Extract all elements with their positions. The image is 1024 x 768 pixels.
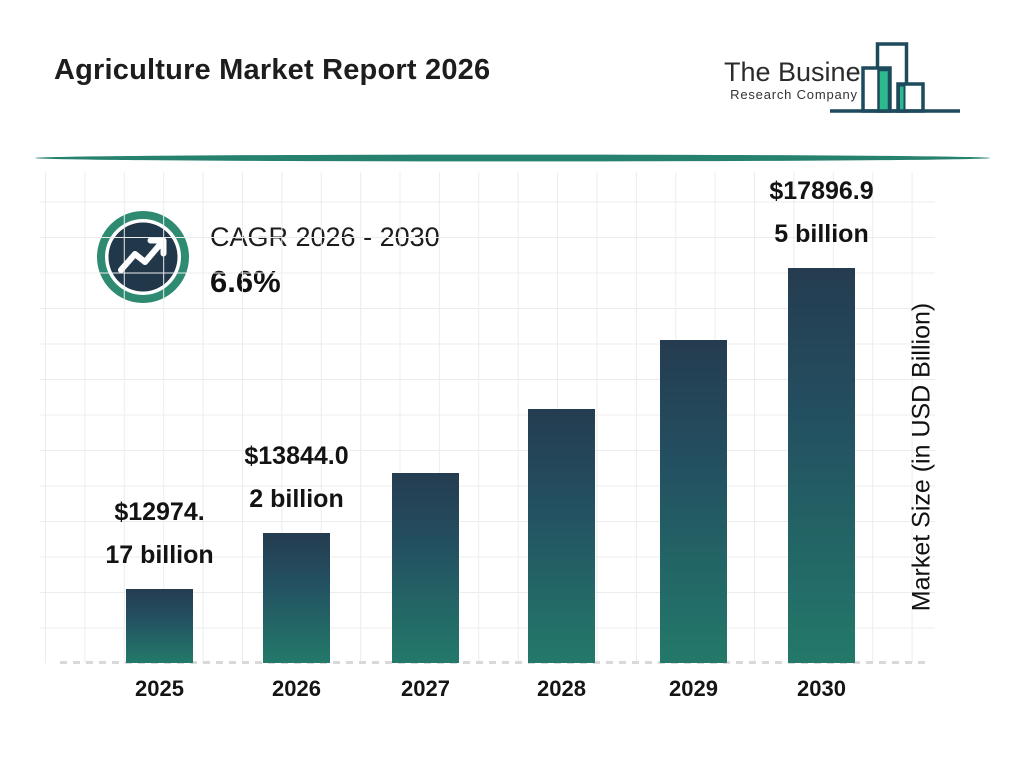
bar-chart-skyline-icon — [830, 42, 960, 113]
header-divider — [35, 154, 990, 162]
x-tick-2030: 2030 — [797, 676, 846, 701]
x-axis-labels: 2025 2026 2027 2028 2029 2030 — [40, 676, 935, 706]
value-label-2030: $17896.9 5 billion — [769, 177, 874, 248]
bar-2027 — [392, 473, 459, 663]
bar-2026 — [263, 533, 330, 663]
value-label-2025: $12974. 17 billion — [105, 498, 214, 569]
x-axis-baseline — [60, 661, 929, 664]
value-label-2026: $13844.0 2 billion — [244, 442, 349, 513]
bar-2028 — [528, 409, 595, 663]
x-tick-2027: 2027 — [401, 676, 450, 701]
x-tick-2028: 2028 — [537, 676, 586, 701]
page-title: Agriculture Market Report 2026 — [54, 54, 491, 86]
x-tick-2025: 2025 — [135, 676, 184, 701]
bar-chart-plot: $12974. 17 billion $13844.0 2 billion $17896… — [40, 172, 935, 664]
logo-subtitle: Research Company — [730, 87, 858, 102]
x-tick-2029: 2029 — [669, 676, 718, 701]
logo-name: The Business — [724, 57, 888, 87]
bar-2030 — [788, 268, 855, 663]
company-logo: The Business Research Company — [724, 57, 888, 102]
x-tick-2026: 2026 — [272, 676, 321, 701]
bar-2029 — [660, 340, 727, 663]
bar-2025 — [126, 589, 193, 663]
y-axis-label: Market Size (in USD Billion) — [907, 302, 936, 612]
